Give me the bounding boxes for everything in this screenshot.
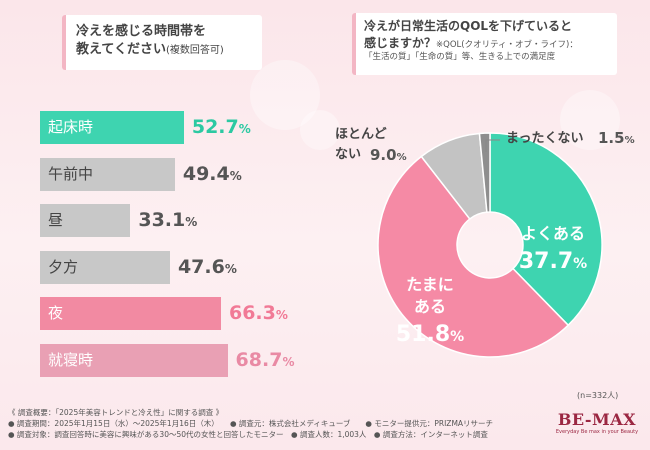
slice-label-tamani: たまに [406, 275, 454, 294]
bar-1: 午前中 [40, 157, 175, 191]
bokeh-decoration [560, 90, 620, 150]
right-title-line1: 冷えが日常生活のQOLを下げていると [364, 19, 573, 33]
slice-value-yoku: 37.7% [519, 249, 587, 274]
bokeh-decoration [300, 110, 340, 150]
slice-label-yoku: よくある [521, 224, 585, 243]
bar-value-label: 66.3% [228, 302, 288, 324]
left-title-line1: 冷えを感じる時間帯を [76, 24, 207, 39]
logo-main: BE-MAX [557, 410, 637, 429]
bar-4: 夜 [40, 297, 221, 330]
donut-slice-3 [478, 132, 491, 213]
slice-value-hotondo: 9.0% [370, 146, 407, 164]
slice-value-mattaku: 1.5% [598, 129, 635, 147]
left-title-note: (複数回答可) [165, 45, 224, 57]
footer-line1: 《 調査概要：「2025年美容トレンドと冷え性」に関する調査 》 [8, 408, 224, 417]
donut-slice-1 [377, 155, 570, 358]
right-title-main: 感じますか？ [364, 35, 437, 50]
logo-tagline: Everyday Be max in your Beauty [555, 429, 639, 435]
bar-3: 夕方 [40, 250, 170, 284]
slice-label-mattaku: まったくない [506, 131, 583, 146]
qol-note-definition: 「生活の質」「生命の質」等、生きる上での満足度 [364, 51, 556, 62]
left-title-main: 教えてください [76, 42, 166, 58]
left-title-line2: 教えてください(複数回答可) [76, 41, 252, 59]
left-chart-title: 冷えを感じる時間帯を 教えてください(複数回答可) [62, 15, 262, 70]
be-max-logo: BE-MAX Everyday Be max in your Beauty [551, 410, 643, 435]
sample-size-label: (n=332人) [577, 391, 619, 400]
donut-slice-0 [489, 132, 603, 327]
footer-line3: ● 調査対象：調査回答時に美容に興味がある30～50代の女性と回答したモニター … [8, 430, 488, 439]
slice-label-tamani-2: ある [414, 297, 446, 316]
bar-2: 昼 [40, 204, 131, 237]
bokeh-decoration [250, 60, 320, 130]
right-title-line2: 感じますか？※QOL(クオリティ・オブ・ライフ)： [364, 35, 609, 52]
bar-5: 就寝時 [40, 343, 228, 377]
qol-note: ※QOL(クオリティ・オブ・ライフ)： [436, 39, 578, 50]
right-chart-title: 冷えが日常生活のQOLを下げていると 感じますか？※QOL(クオリティ・オブ・ラ… [352, 13, 617, 75]
survey-footer: 《 調査概要：「2025年美容トレンドと冷え性」に関する調査 》 ● 調査期間：… [8, 407, 493, 440]
slice-label-hotondo-2: ない [335, 147, 361, 162]
bar-value-label: 47.6% [177, 255, 237, 278]
bar-value-label: 52.7% [191, 116, 251, 138]
slice-label-hotondo: ほとんど [335, 127, 387, 142]
bar-value-label: 33.1% [138, 209, 198, 231]
leader-line-mattaku [485, 139, 500, 152]
bar-0: 起床時 [40, 111, 184, 144]
bar-value-label: 49.4% [182, 162, 242, 185]
bar-value-label: 68.7% [235, 348, 295, 371]
footer-line2: ● 調査期間：2025年1月15日（水）～2025年1月16日（木） ● 調査元… [8, 419, 494, 428]
